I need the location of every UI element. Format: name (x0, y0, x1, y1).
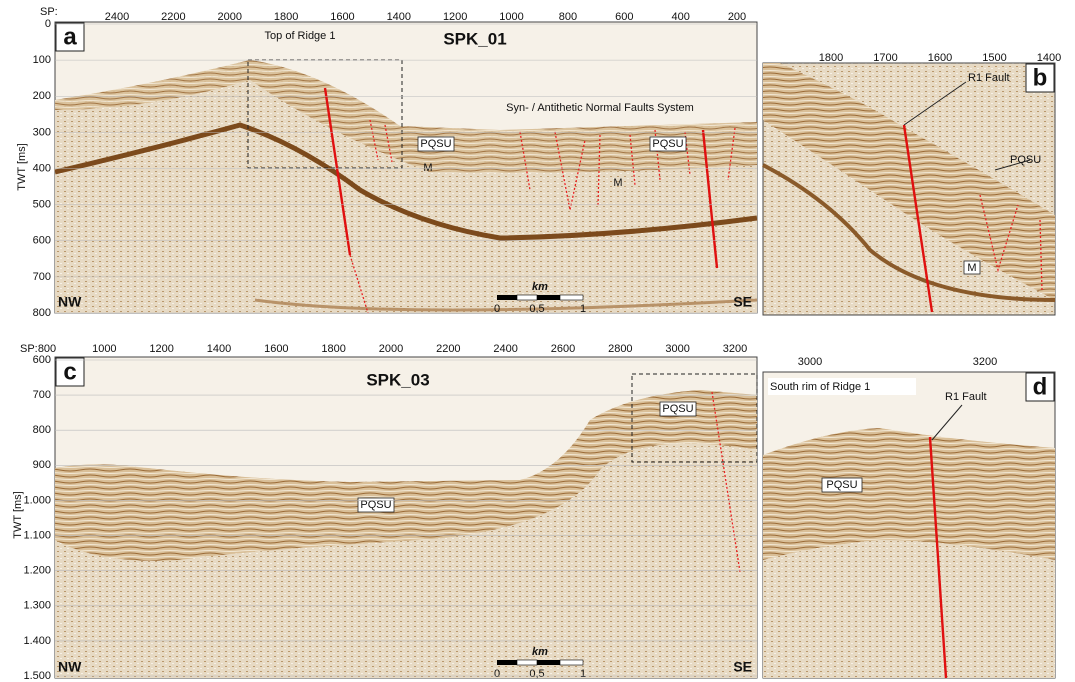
annotation: Syn- / Antithetic Normal Faults System (506, 102, 694, 114)
annotation: PQSU (662, 403, 693, 415)
sp-tick-label: 1400 (1037, 52, 1061, 64)
sp-tick-label: 2200 (436, 343, 460, 355)
sp-tick-label: 1000 (92, 343, 116, 355)
sp-label: SP: (40, 6, 58, 18)
sediment-layer (763, 428, 1055, 560)
sp-tick-label: 1500 (982, 52, 1006, 64)
sp-tick-label: 2800 (608, 343, 632, 355)
sp-tick-label: 1800 (819, 52, 843, 64)
annotation: PQSU (420, 138, 451, 150)
sp-tick-label: 600 (615, 11, 633, 23)
panel-c: c SPK_03 SP: TWT [ms] PQSU PQSU NW SE km… (12, 343, 757, 680)
scale-tick: 1 (580, 668, 586, 680)
twt-tick-label: 1.200 (23, 565, 51, 577)
panel-letter: a (63, 23, 77, 50)
scale-tick: 0 (494, 668, 500, 680)
panel-b: b R1 Fault PQSU M (763, 63, 1055, 315)
scale-unit: km (532, 646, 548, 658)
sp-tick-label: 3200 (973, 356, 997, 368)
twt-tick-label: 1.400 (23, 635, 51, 647)
sp-tick-label: 2400 (493, 343, 517, 355)
twt-tick-label: 600 (33, 235, 51, 247)
twt-label: TWT [ms] (12, 491, 24, 538)
twt-tick-label: 900 (33, 459, 51, 471)
sp-tick-label: 1200 (149, 343, 173, 355)
annotation: PQSU (826, 479, 857, 491)
sp-tick-label: 200 (728, 11, 746, 23)
annotation: PQSU (1010, 154, 1041, 166)
twt-tick-label: 1.000 (23, 494, 51, 506)
twt-tick-label: 0 (45, 18, 51, 30)
twt-tick-label: 100 (33, 54, 51, 66)
twt-tick-label: 700 (33, 271, 51, 283)
sp-tick-label: 1600 (330, 11, 354, 23)
twt-tick-label: 500 (33, 199, 51, 211)
panel-letter: b (1033, 64, 1048, 91)
sp-tick-label: 1700 (873, 52, 897, 64)
panel-d: d South rim of Ridge 1 R1 Fault PQSU (763, 372, 1055, 678)
twt-tick-label: 1.100 (23, 529, 51, 541)
twt-tick-label: 1.500 (23, 670, 51, 682)
sp-tick-label: 2200 (161, 11, 185, 23)
orientation: NW (58, 659, 82, 675)
orientation: SE (733, 659, 752, 675)
sp-tick-label: 3200 (723, 343, 747, 355)
annotation: M (423, 162, 432, 174)
sp-tick-label: 3000 (798, 356, 822, 368)
annotation: R1 Fault (945, 391, 987, 403)
annotation: M (967, 262, 976, 274)
twt-tick-label: 600 (33, 354, 51, 366)
annotation: M (613, 177, 622, 189)
twt-tick-label: 1.300 (23, 600, 51, 612)
orientation: SE (733, 294, 752, 310)
twt-tick-label: 400 (33, 162, 51, 174)
figure: a SPK_01 SP: TWT [ms] Top of Ridge 1 Syn… (0, 0, 1075, 682)
annotation: R1 Fault (968, 72, 1010, 84)
sp-tick-label: 1400 (387, 11, 411, 23)
twt-tick-label: 800 (33, 424, 51, 436)
annotation: South rim of Ridge 1 (770, 381, 870, 393)
sp-tick-label: 400 (671, 11, 689, 23)
sp-tick-label: 1400 (207, 343, 231, 355)
annotation: Top of Ridge 1 (265, 30, 336, 42)
panel-letter: d (1033, 373, 1048, 400)
twt-tick-label: 300 (33, 126, 51, 138)
twt-label: TWT [ms] (16, 143, 28, 190)
scale-tick: 0,5 (529, 668, 544, 680)
panel-a: a SPK_01 SP: TWT [ms] Top of Ridge 1 Syn… (16, 6, 757, 315)
sp-tick-label: 1200 (443, 11, 467, 23)
twt-tick-label: 700 (33, 389, 51, 401)
sp-tick-label: 1000 (499, 11, 523, 23)
sp-tick-label: 1600 (928, 52, 952, 64)
scale-unit: km (532, 281, 548, 293)
twt-tick-label: 800 (33, 307, 51, 319)
panel-letter: c (63, 358, 76, 385)
panel-title: SPK_01 (443, 29, 506, 48)
sp-tick-label: 2600 (551, 343, 575, 355)
sp-tick-label: 800 (559, 11, 577, 23)
sp-tick-label: 1800 (274, 11, 298, 23)
orientation: NW (58, 294, 82, 310)
annotation: PQSU (652, 138, 683, 150)
sp-tick-label: 2000 (217, 11, 241, 23)
panel-title: SPK_03 (366, 370, 429, 389)
sp-tick-label: 1600 (264, 343, 288, 355)
sp-tick-label: 2000 (379, 343, 403, 355)
sp-tick-label: 3000 (665, 343, 689, 355)
sp-tick-label: 1800 (321, 343, 345, 355)
twt-tick-label: 200 (33, 90, 51, 102)
sp-tick-label: 2400 (105, 11, 129, 23)
